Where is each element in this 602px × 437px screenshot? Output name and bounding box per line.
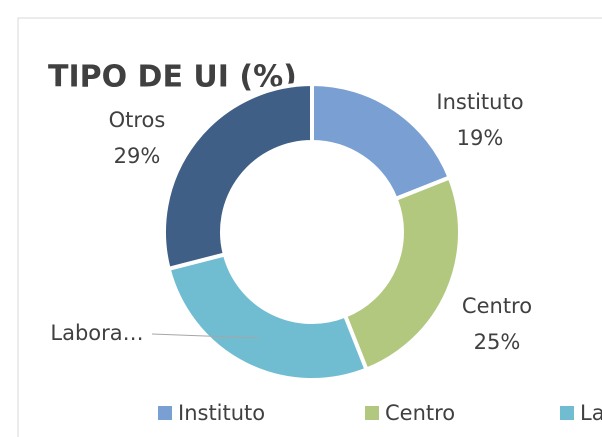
data-label-category: Instituto — [436, 90, 523, 114]
donut-slice — [166, 251, 370, 382]
data-label-value: 19% — [457, 126, 504, 150]
data-label-category: Labora… — [50, 321, 143, 345]
legend-label: Centro — [385, 401, 455, 425]
data-label-value: 25% — [474, 330, 521, 354]
legend-label: Labora… — [580, 401, 602, 425]
donut-slice — [162, 81, 314, 272]
donut-slice — [342, 174, 462, 373]
leader-line — [151, 333, 258, 339]
data-label-category: Centro — [462, 294, 532, 318]
chart-title: TIPO DE UI (%) — [48, 60, 297, 95]
data-label-value: 29% — [114, 144, 161, 168]
data-label-category: Otros — [109, 108, 166, 132]
legend-label: Instituto — [178, 401, 265, 425]
legend-swatch — [560, 406, 574, 420]
legend-swatch — [365, 406, 379, 420]
legend-swatch — [158, 406, 172, 420]
